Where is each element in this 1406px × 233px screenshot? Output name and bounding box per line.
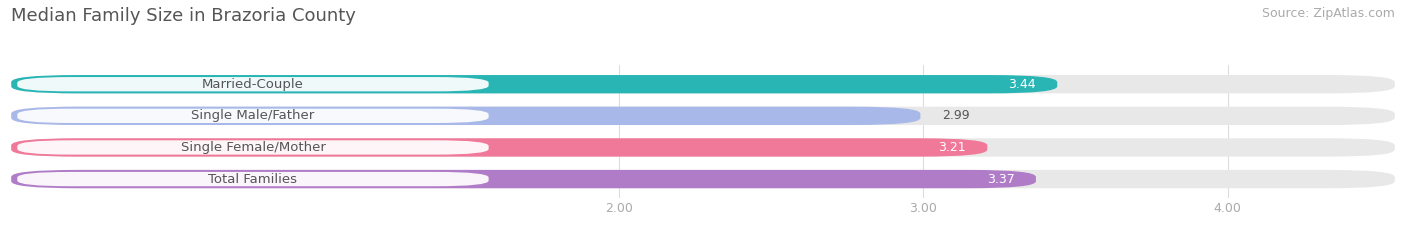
FancyBboxPatch shape <box>11 107 921 125</box>
Text: Single Male/Father: Single Male/Father <box>191 109 315 122</box>
FancyBboxPatch shape <box>11 170 1036 188</box>
Text: 3.37: 3.37 <box>987 173 1015 185</box>
Text: Single Female/Mother: Single Female/Mother <box>180 141 325 154</box>
FancyBboxPatch shape <box>11 75 1057 93</box>
Text: 3.21: 3.21 <box>938 141 966 154</box>
FancyBboxPatch shape <box>17 109 489 123</box>
FancyBboxPatch shape <box>11 107 1395 125</box>
FancyBboxPatch shape <box>11 75 1395 93</box>
FancyBboxPatch shape <box>17 140 489 155</box>
FancyBboxPatch shape <box>11 170 1395 188</box>
FancyBboxPatch shape <box>11 138 1395 157</box>
FancyBboxPatch shape <box>11 138 987 157</box>
FancyBboxPatch shape <box>17 172 489 186</box>
Text: 3.44: 3.44 <box>1008 78 1036 91</box>
FancyBboxPatch shape <box>17 77 489 91</box>
Text: Married-Couple: Married-Couple <box>202 78 304 91</box>
Text: Median Family Size in Brazoria County: Median Family Size in Brazoria County <box>11 7 356 25</box>
Text: Source: ZipAtlas.com: Source: ZipAtlas.com <box>1261 7 1395 20</box>
Text: Total Families: Total Families <box>208 173 298 185</box>
Text: 2.99: 2.99 <box>942 109 969 122</box>
